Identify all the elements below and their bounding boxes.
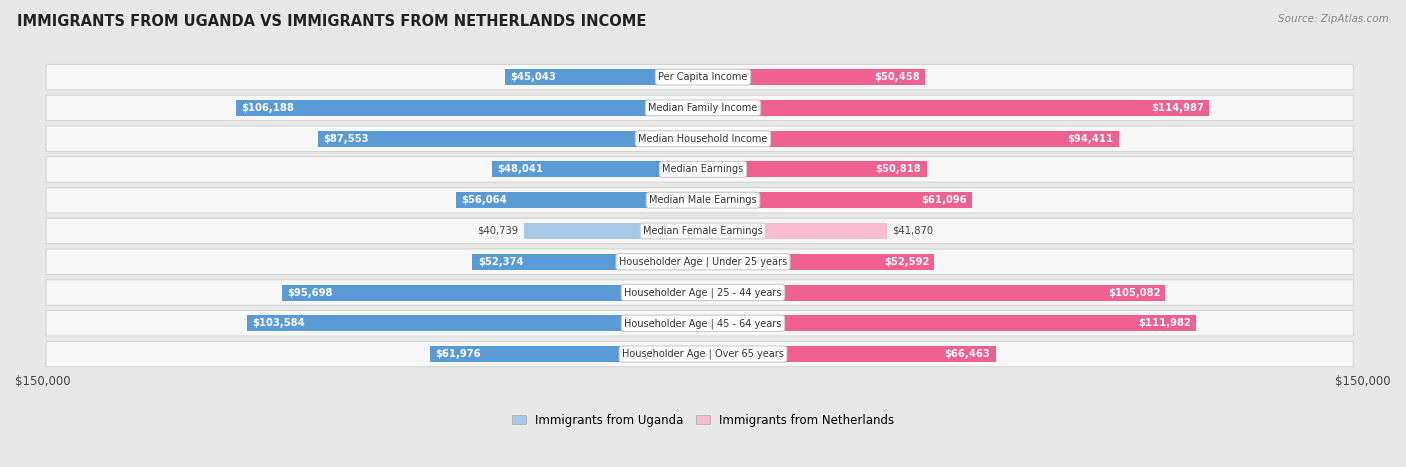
Bar [703, 284, 1166, 301]
FancyBboxPatch shape [46, 280, 1354, 305]
Text: $61,096: $61,096 [921, 195, 966, 205]
Text: $56,064: $56,064 [461, 195, 508, 205]
Bar [703, 100, 1209, 116]
FancyBboxPatch shape [46, 249, 1354, 275]
Text: $106,188: $106,188 [240, 103, 294, 113]
Text: Householder Age | 45 - 64 years: Householder Age | 45 - 64 years [624, 318, 782, 329]
Bar [703, 315, 1197, 331]
FancyBboxPatch shape [46, 311, 1354, 336]
Text: $41,870: $41,870 [893, 226, 934, 236]
Bar [703, 162, 927, 177]
Text: Median Female Earnings: Median Female Earnings [643, 226, 763, 236]
Bar [523, 223, 703, 239]
Text: $50,818: $50,818 [876, 164, 921, 174]
Bar [318, 131, 703, 147]
Text: Median Family Income: Median Family Income [648, 103, 758, 113]
Bar [505, 69, 703, 85]
Text: $87,553: $87,553 [323, 134, 368, 144]
FancyBboxPatch shape [46, 126, 1354, 151]
Text: Median Household Income: Median Household Income [638, 134, 768, 144]
Text: Source: ZipAtlas.com: Source: ZipAtlas.com [1278, 14, 1389, 24]
FancyBboxPatch shape [46, 341, 1354, 367]
Text: $111,982: $111,982 [1137, 318, 1191, 328]
Bar [703, 131, 1119, 147]
Bar [472, 254, 703, 270]
Text: IMMIGRANTS FROM UGANDA VS IMMIGRANTS FROM NETHERLANDS INCOME: IMMIGRANTS FROM UGANDA VS IMMIGRANTS FRO… [17, 14, 647, 29]
Bar [703, 69, 925, 85]
FancyBboxPatch shape [46, 187, 1354, 213]
Text: $105,082: $105,082 [1108, 288, 1160, 297]
Bar [703, 254, 935, 270]
Bar [281, 284, 703, 301]
Text: $61,976: $61,976 [436, 349, 481, 359]
Text: $45,043: $45,043 [510, 72, 555, 82]
Text: Median Male Earnings: Median Male Earnings [650, 195, 756, 205]
Bar [236, 100, 703, 116]
Bar [457, 192, 703, 208]
Bar [492, 162, 703, 177]
FancyBboxPatch shape [46, 218, 1354, 244]
Text: $52,592: $52,592 [884, 257, 929, 267]
Text: $66,463: $66,463 [945, 349, 990, 359]
FancyBboxPatch shape [46, 64, 1354, 90]
Bar [703, 346, 995, 362]
Text: $48,041: $48,041 [496, 164, 543, 174]
Text: $40,739: $40,739 [477, 226, 519, 236]
Bar [703, 192, 972, 208]
Text: Householder Age | Under 25 years: Householder Age | Under 25 years [619, 256, 787, 267]
Bar [247, 315, 703, 331]
Bar [430, 346, 703, 362]
Bar [703, 223, 887, 239]
Text: $114,987: $114,987 [1152, 103, 1204, 113]
FancyBboxPatch shape [46, 95, 1354, 120]
Text: $50,458: $50,458 [875, 72, 920, 82]
FancyBboxPatch shape [46, 157, 1354, 182]
Text: $95,698: $95,698 [287, 288, 333, 297]
Text: $103,584: $103,584 [253, 318, 305, 328]
Legend: Immigrants from Uganda, Immigrants from Netherlands: Immigrants from Uganda, Immigrants from … [508, 409, 898, 431]
Text: $52,374: $52,374 [478, 257, 523, 267]
Text: $94,411: $94,411 [1067, 134, 1114, 144]
Text: Median Earnings: Median Earnings [662, 164, 744, 174]
Text: Per Capita Income: Per Capita Income [658, 72, 748, 82]
Text: Householder Age | 25 - 44 years: Householder Age | 25 - 44 years [624, 287, 782, 298]
Text: Householder Age | Over 65 years: Householder Age | Over 65 years [621, 349, 785, 359]
